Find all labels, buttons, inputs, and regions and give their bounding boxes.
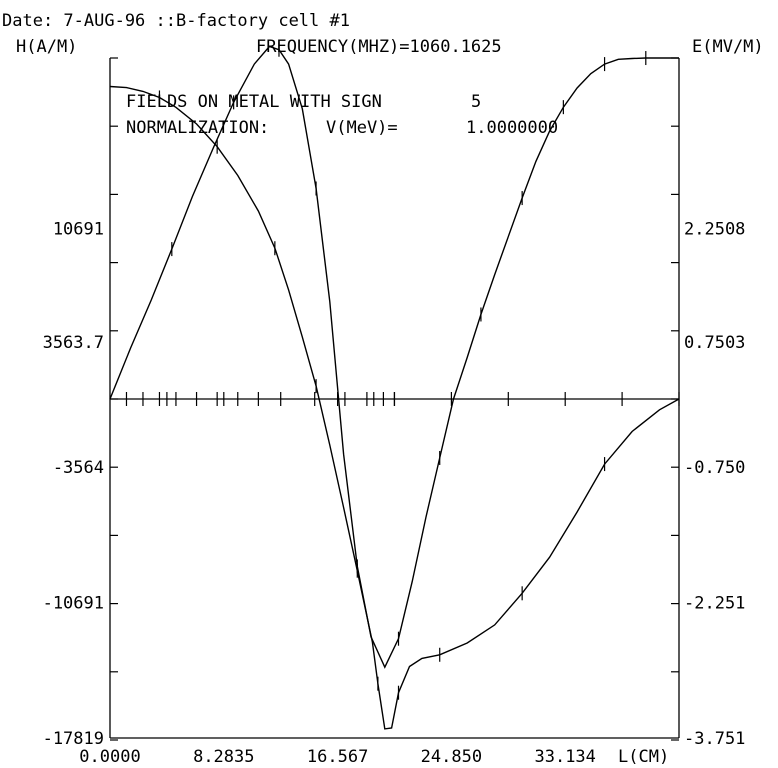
x-tick-label: 24.850 [421, 747, 482, 767]
right-tick-label: -0.750 [684, 458, 745, 478]
left-tick-label: 10691 [53, 220, 104, 240]
right-tick-label: -2.251 [684, 593, 745, 613]
left-tick-label: -10691 [43, 593, 104, 613]
date-title: Date: 7-AUG-96 ::B-factory cell #1 [2, 11, 350, 31]
x-axis-label: L(CM) [618, 747, 669, 767]
annotation-line1-label: FIELDS ON METAL WITH SIGN [126, 92, 382, 112]
x-tick-label: 33.134 [534, 747, 595, 767]
x-tick-label: 8.2835 [193, 747, 254, 767]
left-tick-label: -3564 [53, 458, 104, 478]
annotation-box: FIELDS ON METAL WITH SIGN 5 NORMALIZATIO… [126, 92, 558, 138]
left-tick-label: 3563.7 [43, 333, 104, 353]
annotation-line2-label: NORMALIZATION: [126, 118, 269, 138]
left-tick-label: -17819 [43, 729, 104, 749]
annotation-line2-value: 1.0000000 [466, 118, 558, 138]
annotation-line2-var: V(MeV)= [326, 118, 398, 138]
right-tick-label: 2.2508 [684, 219, 745, 239]
plot-axes [109, 57, 680, 741]
left-axis-title: H(A/M) [16, 37, 77, 57]
right-axis-title: E(MV/M) [692, 37, 764, 57]
right-tick-label: -3.751 [684, 729, 745, 749]
annotation-line1-value: 5 [471, 92, 481, 112]
x-tick-label: 16.567 [307, 747, 368, 767]
x-tick-label: 0.0000 [79, 747, 140, 767]
right-tick-label: 0.7503 [684, 333, 745, 353]
frequency-label: FREQUENCY(MHZ)=1060.1625 [256, 37, 502, 57]
e-field-curve [109, 85, 680, 730]
series-curves [109, 42, 680, 730]
axis-tick-labels: 10691 3563.7 -3564 -10691 -17819 2.2508 0.7503… [43, 219, 746, 767]
h-field-curve [109, 45, 679, 669]
